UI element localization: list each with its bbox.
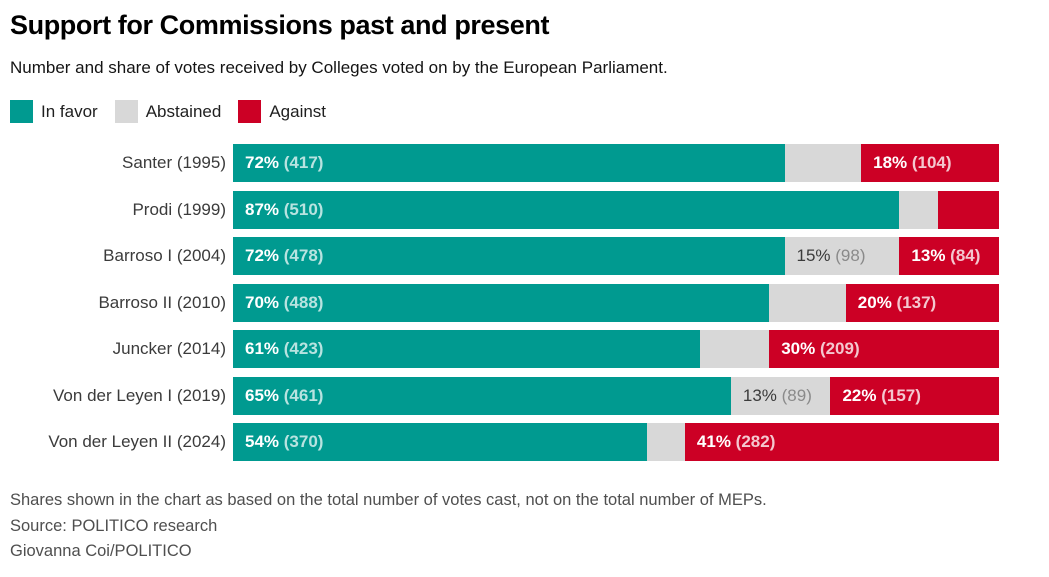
chart-row: Barroso II (2010) 70% (488) 20% (137) [10,283,1049,322]
bar-segment-against: 13% (84) [899,237,999,275]
chart-row: Von der Leyen II (2024) 54% (370) 41% (282… [10,423,1049,461]
segment-value-label: 15% (98) [796,246,866,265]
stacked-bar: 72% (478) 15% (98) 13% (84) [233,237,999,275]
bar-segment-favor: 72% (478) [233,237,785,275]
favor-swatch [10,100,33,123]
segment-value-label: 72% (478) [245,246,324,265]
bar-segment-against: 18% (104) [861,144,999,182]
bar-segment-favor: 87% (510) [233,190,900,229]
credit-line: Giovanna Coi/POLITICO [10,542,192,560]
source-line: Source: POLITICO research [10,516,218,535]
page-title: Support for Commissions past and present [10,10,550,40]
category-label: Santer (1995) [122,153,226,172]
category-label: Barroso I (2004) [103,246,226,265]
legend-label: Abstained [145,101,222,121]
category-label: Von der Leyen I (2019) [53,385,226,405]
chart-row: Juncker (2014) 61% (423) 30% (209) [10,330,1049,368]
stacked-bar: 70% (488) 20% (137) [233,283,999,322]
bar-segment-against: 20% (137) [845,283,999,322]
segment-value-label: 13% (89) [742,385,812,405]
segment-value-label: 72% (417) [245,153,324,172]
bar-segment-favor: 70% (488) [233,283,770,322]
bar-segment-abstain [646,423,685,461]
segment-value-label: 87% (510) [245,199,324,219]
legend-item-favor: In favor [10,100,98,123]
chart-footer: Shares shown in the chart as based on th… [10,488,1049,565]
segment-value-label: 65% (461) [245,385,324,405]
segment-value-label: 41% (282) [696,432,776,451]
bar-segment-favor: 54% (370) [233,423,647,461]
bar-segment-against [937,190,999,229]
bar-segment-abstain: 13% (89) [730,376,831,415]
segment-value-label: 20% (137) [857,292,937,312]
abstain-swatch [114,100,138,123]
bar-segment-abstain [700,330,770,368]
stacked-bar: 87% (510) [233,190,999,229]
bar-segment-abstain [769,283,846,322]
bar-segment-abstain: 15% (98) [784,237,900,275]
legend-label: In favor [41,101,98,121]
against-swatch [238,100,262,123]
stacked-bar: 72% (417) 18% (104) [233,144,999,182]
legend: In favor Abstained Against [10,100,1049,123]
legend-item-abstain: Abstained [114,100,222,123]
bar-segment-favor: 65% (461) [233,376,731,415]
bar-segment-favor: 72% (417) [233,144,785,182]
segment-value-label: 22% (157) [842,385,921,405]
chart-row: Von der Leyen I (2019) 65% (461) 13% (89) 2… [10,376,1049,415]
bar-segment-abstain [784,144,862,182]
bar-segment-favor: 61% (423) [233,330,701,368]
footnote: Shares shown in the chart as based on th… [10,491,767,509]
category-label: Prodi (1999) [132,199,226,219]
stacked-bar: 54% (370) 41% (282) [233,423,999,461]
page-subtitle: Number and share of votes received by Co… [10,58,668,77]
bar-segment-abstain [899,190,938,229]
segment-value-label: 54% (370) [245,432,324,451]
category-label: Von der Leyen II (2024) [48,432,226,451]
stacked-bar: 65% (461) 13% (89) 22% (157) [233,376,999,415]
chart-row: Prodi (1999) 87% (510) [10,190,1049,229]
chart-row: Santer (1995) 72% (417) 18% (104) [10,144,1049,182]
bar-segment-against: 30% (209) [769,330,999,368]
category-label: Juncker (2014) [112,339,226,358]
chart: Santer (1995) 72% (417) 18% (104) Prodi (19… [10,144,1049,461]
bar-segment-against: 41% (282) [684,423,999,461]
segment-value-label: 18% (104) [873,153,952,172]
chart-row: Barroso I (2004) 72% (478) 15% (98) 13% (84… [10,237,1049,275]
segment-value-label: 70% (488) [245,292,324,312]
legend-label: Against [269,101,327,121]
stacked-bar: 61% (423) 30% (209) [233,330,999,368]
segment-value-label: 30% (209) [781,339,860,358]
category-label: Barroso II (2010) [98,292,226,312]
legend-item-against: Against [238,100,326,123]
bar-segment-against: 22% (157) [830,376,999,415]
segment-value-label: 61% (423) [245,339,324,358]
segment-value-label: 13% (84) [911,246,981,265]
